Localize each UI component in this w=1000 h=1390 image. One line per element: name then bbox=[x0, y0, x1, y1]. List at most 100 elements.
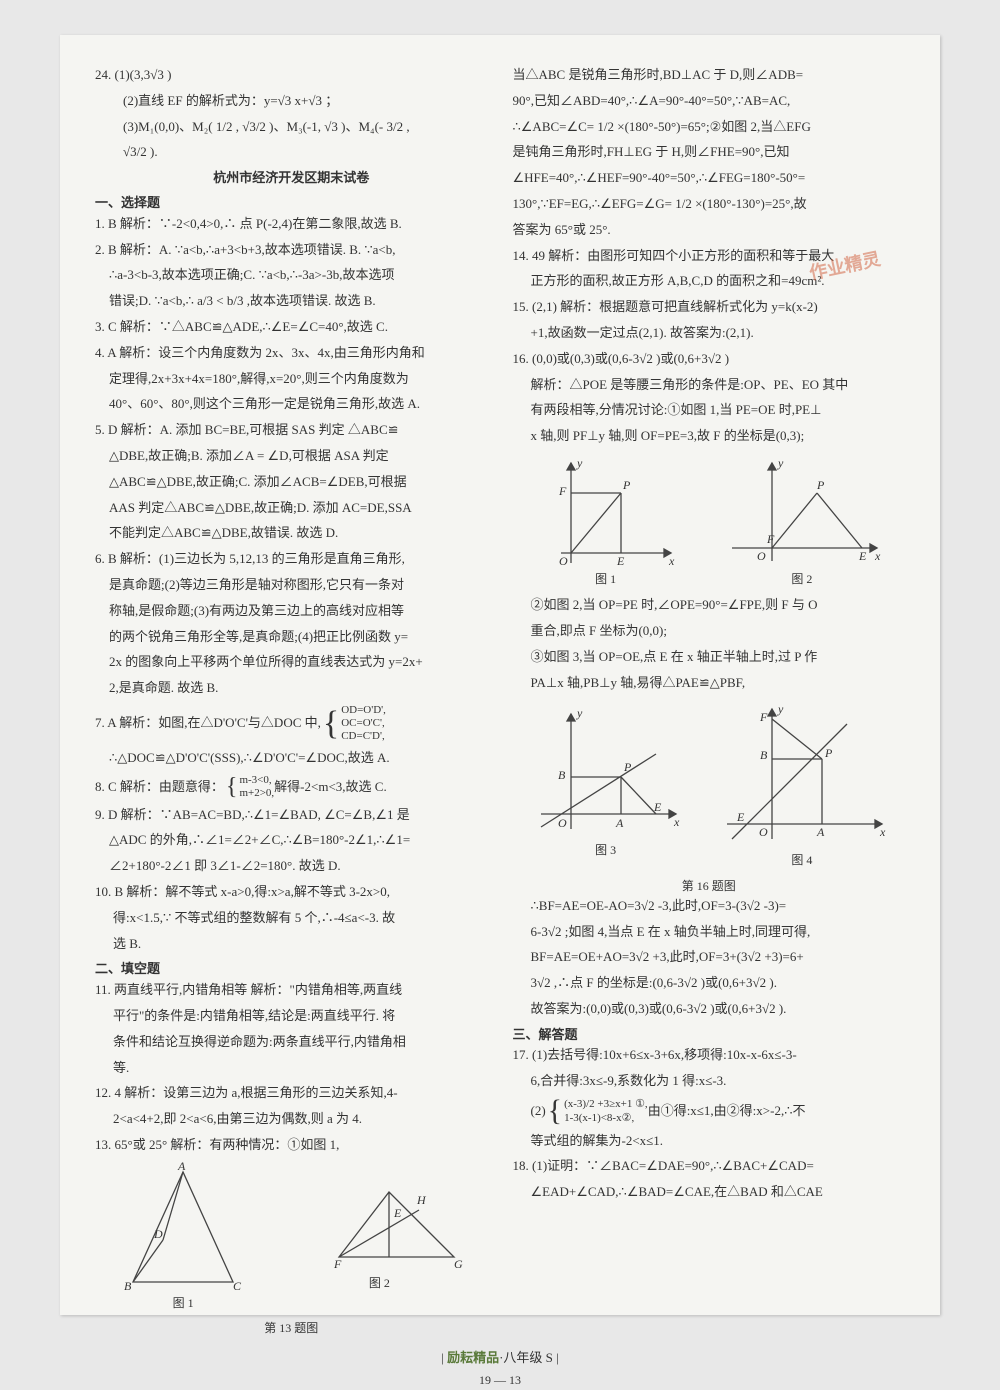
q15-l1: 15. (2,1) 解析：根据题意可把直线解析式化为 y=k(x-2) bbox=[513, 297, 906, 318]
q18-l1: 18. (1)证明：∵∠BAC=∠DAE=90°,∴∠BAC+∠CAD= bbox=[513, 1156, 906, 1177]
svg-text:C: C bbox=[233, 1279, 242, 1292]
q8-l1: 8. C 解析：由题意得： bbox=[95, 777, 224, 798]
q8-brace1: m-3<0, bbox=[239, 774, 274, 787]
q6-l6: 2,是真命题. 故选 B. bbox=[95, 678, 488, 699]
svg-text:x: x bbox=[879, 825, 886, 839]
q24-line1: 24. (1)(3,3√3 ) bbox=[95, 65, 488, 86]
q24-line3: (3)M₁(0,0)、M₂( 1/2 , √3/2 )、M₃(-1, √3 )、… bbox=[95, 117, 488, 138]
section-3-heading: 三、解答题 bbox=[513, 1025, 906, 1046]
fig16b-cap2: 图 4 bbox=[712, 851, 892, 870]
q14-l1: 14. 49 解析：由图形可知四个小正方形的面积和等于最大 bbox=[513, 246, 906, 267]
q5-l3: △ABC≌△DBE,故正确;C. 添加∠ACB=∠DEB,可根据 bbox=[95, 472, 488, 493]
q6-l2: 是真命题;(2)等边三角形是轴对称图形,它只有一条对 bbox=[95, 575, 488, 596]
q11-l1: 11. 两直线平行,内错角相等 解析："内错角相等,两直线 bbox=[95, 980, 488, 1001]
footer-bar-right: | bbox=[556, 1350, 559, 1365]
q13: 13. 65°或 25° 解析：有两种情况：①如图 1, bbox=[95, 1135, 488, 1156]
q2-l2: ∴a-3<b-3,故本选项正确;C. ∵a<b,∴-3a>-3b,故本选项 bbox=[95, 265, 488, 286]
q12-l1: 12. 4 解析：设第三边为 a,根据三角形的三边关系知,4- bbox=[95, 1083, 488, 1104]
svg-text:y: y bbox=[576, 456, 583, 470]
figure-16-1: xy O F P E 图 1 bbox=[531, 453, 681, 589]
svg-text:F: F bbox=[333, 1257, 342, 1271]
q11-l4: 等. bbox=[95, 1058, 488, 1079]
r-p1-l4: 是钝角三角形时,FH⊥EG 于 H,则∠FHE=90°,已知 bbox=[513, 142, 906, 163]
svg-text:E: E bbox=[858, 549, 867, 563]
q17-brace2: 1-3(x-1)<8-x②, bbox=[564, 1111, 648, 1125]
q16-l8: PA⊥x 轴,PB⊥y 轴,易得△PAE≌△PBF, bbox=[513, 673, 906, 694]
r-p1-l5: ∠HFE=40°,∴∠HEF=90°-40°=50°,∴∠FEG=180°-50… bbox=[513, 168, 906, 189]
page-number: 19 — 13 bbox=[95, 1371, 905, 1390]
q11-l2: 平行"的条件是:内错角相等,结论是:两直线平行. 将 bbox=[95, 1006, 488, 1027]
svg-text:y: y bbox=[576, 706, 583, 720]
figure-16-4: xy O F B P A E 图 4 bbox=[712, 699, 892, 870]
q1: 1. B 解析：∵-2<0,4>0,∴ 点 P(-2,4)在第二象限,故选 B. bbox=[95, 214, 488, 235]
svg-text:O: O bbox=[757, 549, 766, 563]
page: 作业精灵 24. (1)(3,3√3 ) (2)直线 EF 的解析式为：y=√3… bbox=[60, 35, 940, 1315]
q17-l1: 17. (1)去括号得:10x+6≤x-3+6x,移项得:10x-x-6x≤-3… bbox=[513, 1045, 906, 1066]
svg-text:G: G bbox=[454, 1257, 463, 1271]
figure-16b-row: xy O B P A E 图 3 bbox=[513, 699, 906, 870]
q24-line4: √3/2 ). bbox=[95, 142, 488, 163]
footer-subject: ·八年级 S bbox=[499, 1350, 553, 1365]
svg-text:y: y bbox=[777, 456, 784, 470]
fig16b-title: 第 16 题图 bbox=[513, 877, 906, 896]
svg-text:x: x bbox=[668, 554, 675, 568]
figure-13-2: H E F G 图 2 bbox=[294, 1162, 464, 1313]
coord-figure-1-icon: xy O F P E bbox=[531, 453, 681, 568]
svg-text:P: P bbox=[824, 746, 833, 760]
svg-text:H: H bbox=[416, 1193, 427, 1207]
q16-l6: 重合,即点 F 坐标为(0,0); bbox=[513, 621, 906, 642]
footer-brand: 励耘精品 bbox=[447, 1350, 499, 1365]
q11-l3: 条件和结论互换得逆命题为:两条直线平行,内错角相 bbox=[95, 1032, 488, 1053]
svg-text:B: B bbox=[558, 768, 566, 782]
q7-l3: ∴△DOC≌△D'O'C'(SSS),∴∠D'O'C'=∠DOC,故选 A. bbox=[95, 748, 488, 769]
column-right: 当△ABC 是锐角三角形时,BD⊥AC 于 D,则∠ADB= 90°,已知∠AB… bbox=[513, 65, 906, 1338]
r-p1-l1: 当△ABC 是锐角三角形时,BD⊥AC 于 D,则∠ADB= bbox=[513, 65, 906, 86]
svg-text:F: F bbox=[759, 710, 768, 724]
svg-text:E: E bbox=[393, 1206, 402, 1220]
q17-brace1: (x-3)/2 +3≥x+1 ①, bbox=[564, 1097, 648, 1111]
fig13-cap1: 图 1 bbox=[118, 1294, 248, 1313]
coord-figure-3-icon: xy O B P A E bbox=[526, 699, 686, 839]
svg-text:D: D bbox=[153, 1227, 163, 1241]
q15-l2: +1,故函数一定过点(2,1). 故答案为:(2,1). bbox=[513, 323, 906, 344]
figure-16a-row: xy O F P E 图 1 xy O bbox=[513, 453, 906, 589]
svg-text:x: x bbox=[673, 815, 680, 829]
q16-l9: ∴BF=AE=OE-AO=3√2 -3,此时,OF=3-(3√2 -3)= bbox=[513, 896, 906, 917]
fig16a-cap2: 图 2 bbox=[717, 570, 887, 589]
svg-text:A: A bbox=[177, 1162, 186, 1173]
q9-l2: △ADC 的外角,∴∠1=∠2+∠C,∴∠B=180°-2∠1,∴∠1= bbox=[95, 830, 488, 851]
q24-line2: (2)直线 EF 的解析式为：y=√3 x+√3 ； bbox=[95, 91, 488, 112]
q16-l1: 16. (0,0)或(0,3)或(0,6-3√2 )或(0,6+3√2 ) bbox=[513, 349, 906, 370]
q9-l1: 9. D 解析：∵AB=AC=BD,∴∠1=∠BAD, ∠C=∠B,∠1 是 bbox=[95, 805, 488, 826]
q2-l3: 错误;D. ∵a<b,∴ a/3 < b/3 ,故本选项错误. 故选 B. bbox=[95, 291, 488, 312]
q8-brace2: m+2>0, bbox=[239, 787, 274, 800]
q17-l3b: 由①得:x≤1,由②得:x>-2,∴不 bbox=[648, 1101, 806, 1122]
columns: 24. (1)(3,3√3 ) (2)直线 EF 的解析式为：y=√3 x+√3… bbox=[95, 65, 905, 1338]
triangle-figure-1-icon: A D B C bbox=[118, 1162, 248, 1292]
svg-text:E: E bbox=[616, 554, 625, 568]
svg-text:x: x bbox=[874, 549, 881, 563]
column-left: 24. (1)(3,3√3 ) (2)直线 EF 的解析式为：y=√3 x+√3… bbox=[95, 65, 488, 1338]
q10-l2: 得:x<1.5,∵ 不等式组的整数解有 5 个,∴-4≤a<-3. 故 bbox=[95, 908, 488, 929]
q10-l3: 选 B. bbox=[95, 934, 488, 955]
q12-l2: 2<a<4+2,即 2<a<6,由第三边为偶数,则 a 为 4. bbox=[95, 1109, 488, 1130]
r-p1-l6: 130°,∵EF=EG,∴∠EFG=∠G= 1/2 ×(180°-130°)=2… bbox=[513, 194, 906, 215]
q5-l5: 不能判定△ABC≌△DBE,故错误. 故选 D. bbox=[95, 523, 488, 544]
fig13-cap2: 图 2 bbox=[294, 1274, 464, 1293]
svg-text:F: F bbox=[558, 484, 567, 498]
q8-l1b: 解得-2<m<3,故选 C. bbox=[274, 777, 387, 798]
q6-l4: 的两个锐角三角形全等,是真命题;(4)把正比例函数 y= bbox=[95, 627, 488, 648]
q7-brace3: CD=C'D', bbox=[341, 730, 386, 743]
svg-text:P: P bbox=[623, 760, 632, 774]
q10-l1: 10. B 解析：解不等式 x-a>0,得:x>a,解不等式 3-2x>0, bbox=[95, 882, 488, 903]
q6-l3: 称轴,是假命题;(3)有两边及第三边上的高线对应相等 bbox=[95, 601, 488, 622]
q14-l2: 正方形的面积,故正方形 A,B,C,D 的面积之和=49cm². bbox=[513, 271, 906, 292]
triangle-figure-2-icon: H E F G bbox=[294, 1162, 464, 1272]
fig16a-cap1: 图 1 bbox=[531, 570, 681, 589]
section-1-heading: 一、选择题 bbox=[95, 193, 488, 214]
q8-row: 8. C 解析：由题意得： { m-3<0, m+2>0, 解得-2<m<3,故… bbox=[95, 774, 488, 799]
svg-text:O: O bbox=[759, 825, 768, 839]
figure-16-2: xy O F P E 图 2 bbox=[717, 453, 887, 589]
q6-l1: 6. B 解析：(1)三边长为 5,12,13 的三角形是直角三角形, bbox=[95, 549, 488, 570]
q16-l2: 解析：△POE 是等腰三角形的条件是:OP、PE、EO 其中 bbox=[513, 375, 906, 396]
